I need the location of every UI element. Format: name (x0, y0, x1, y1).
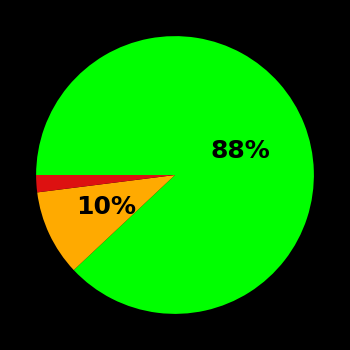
Wedge shape (37, 175, 175, 270)
Text: 88%: 88% (210, 139, 270, 163)
Wedge shape (36, 36, 314, 314)
Wedge shape (36, 175, 175, 192)
Text: 10%: 10% (76, 195, 136, 219)
